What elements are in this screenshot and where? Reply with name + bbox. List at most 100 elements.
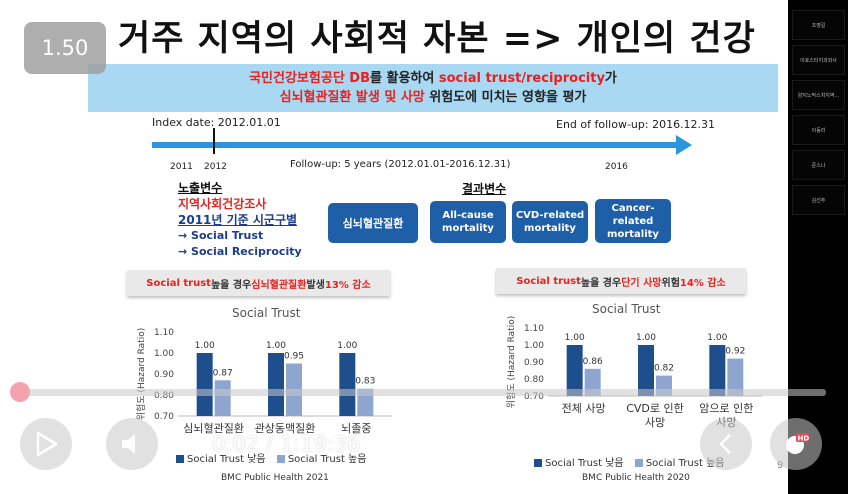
- play-button[interactable]: [20, 418, 72, 470]
- finding-left: Social trust 높을 경우 심뇌혈관질환 발생 13% 감소: [127, 270, 390, 296]
- y-tick-label: 0.70: [524, 392, 544, 402]
- y-tick-label: 0.90: [154, 370, 174, 380]
- exposure-title: 노출변수: [178, 181, 223, 195]
- previous-button[interactable]: [700, 418, 752, 470]
- chart-left-title: Social Trust: [232, 306, 301, 320]
- data-label: 1.00: [565, 333, 585, 343]
- data-label: 1.00: [636, 333, 656, 343]
- bar: [214, 380, 231, 416]
- y-tick-label: 0.70: [154, 412, 174, 422]
- bar: [638, 345, 654, 396]
- study-banner: 국민건강보험공단 DB를 활용하여 social trust/reciproci…: [88, 64, 778, 112]
- exposure-unit: 2011년 기준 시군구별: [178, 213, 298, 227]
- play-icon: [36, 431, 58, 457]
- presentation-slide: 거주 지역의 사회적 자본 => 개인의 건강 국민건강보험공단 DB를 활용하…: [0, 0, 788, 494]
- followup-label: Follow-up: 5 years (2012.01.01-2016.12.3…: [290, 159, 511, 170]
- data-label: 1.00: [707, 333, 727, 343]
- participant-tile[interactable]: 이호스터지과외사: [792, 45, 845, 75]
- y-tick-label: 1.00: [154, 349, 174, 359]
- data-label: 1.00: [266, 341, 286, 351]
- y-tick-label: 1.10: [154, 328, 174, 338]
- category-label: 관상동맥질환: [255, 422, 316, 435]
- index-date-tick: [213, 128, 215, 154]
- year-2011: 2011: [170, 162, 193, 172]
- category-label: 암으로 인한: [699, 402, 753, 415]
- legend-right: Social Trust 낮음 Social Trust 높음: [534, 454, 724, 469]
- exposure-item-reciprocity: → Social Reciprocity: [178, 245, 302, 258]
- legend-left: Social Trust 낮음 Social Trust 높음: [176, 450, 366, 465]
- participant-tile[interactable]: 조영길: [792, 10, 845, 40]
- volume-button[interactable]: [106, 418, 158, 470]
- category-label: 사망: [645, 416, 665, 429]
- time-display: 0:02 / 1:19:36: [212, 432, 361, 456]
- participant-tile[interactable]: 김선주: [792, 185, 845, 215]
- outcome-box-allcause: All-cause mortality: [430, 201, 506, 243]
- participant-tile[interactable]: 양지노막스치지역...: [792, 80, 845, 110]
- volume-icon: [122, 434, 135, 454]
- playback-speed-button[interactable]: 1.50: [24, 22, 106, 74]
- y-tick-label: 0.80: [524, 375, 544, 385]
- participant-tile[interactable]: 이동라: [792, 115, 845, 145]
- outcome-box-cvd: 심뇌혈관질환: [328, 203, 418, 243]
- bar: [268, 353, 284, 416]
- legend-swatch-low: [534, 459, 542, 467]
- bar: [196, 353, 213, 416]
- year-2016: 2016: [605, 162, 628, 172]
- finding-right: Social trust 높을 경우 단기 사망 위험 14% 감소: [496, 268, 746, 294]
- category-label: 전체 사망: [562, 402, 606, 415]
- y-tick-label: 1.10: [524, 324, 544, 334]
- slide-title: 거주 지역의 사회적 자본 => 개인의 건강: [118, 19, 756, 59]
- exposure-source: 지역사회건강조사: [178, 197, 267, 211]
- banner-line-2: 심뇌혈관질환 발생 및 사망 위험도에 미치는 영향을 평가: [279, 90, 587, 105]
- y-axis-label: 위험도 (Hazard Ratio): [136, 328, 147, 420]
- data-label: 0.87: [213, 368, 233, 378]
- y-tick-label: 0.90: [524, 358, 544, 368]
- citation-right: BMC Public Health 2020: [582, 473, 690, 483]
- end-followup-label: End of follow-up: 2016.12.31: [556, 118, 716, 131]
- progress-bar[interactable]: [14, 389, 826, 396]
- data-label: 0.95: [284, 352, 304, 362]
- data-label: 1.00: [195, 341, 215, 351]
- banner-line-1: 국민건강보험공단 DB를 활용하여 social trust/reciproci…: [249, 71, 617, 86]
- quality-button[interactable]: HD: [770, 418, 822, 470]
- hd-gear-icon: HD: [786, 433, 810, 454]
- legend-swatch-high: [276, 455, 285, 463]
- y-tick-label: 0.80: [154, 391, 174, 401]
- data-label: 0.86: [583, 357, 603, 367]
- y-axis-label: 위험도 (Hazard Ratio): [506, 316, 517, 408]
- bar: [727, 358, 744, 396]
- data-label: 0.83: [355, 377, 375, 387]
- data-label: 0.92: [725, 347, 745, 357]
- bar: [566, 345, 583, 396]
- index-date-label: Index date: 2012.01.01: [152, 116, 281, 129]
- outcome-title: 결과변수: [462, 182, 507, 196]
- y-tick-label: 1.00: [524, 341, 544, 351]
- category-label: CVD로 인한: [626, 402, 684, 415]
- data-label: 0.82: [654, 364, 674, 374]
- chevron-left-icon: [719, 434, 731, 454]
- year-2012: 2012: [204, 162, 227, 172]
- exposure-item-trust: → Social Trust: [178, 229, 264, 242]
- chart-left: 위험도 (Hazard Ratio) 1.10 1.00 0.90 0.80 0.70 1.…: [136, 328, 392, 435]
- legend-swatch-low: [176, 455, 184, 463]
- timeline-arrow: [152, 142, 676, 148]
- outcome-box-cancer-mortality: Cancer- related mortality: [595, 199, 671, 243]
- timeline-arrowhead: [676, 135, 692, 155]
- scrub-handle[interactable]: [10, 382, 30, 402]
- legend-swatch-high: [634, 459, 643, 467]
- category-label: 심뇌혈관질환: [183, 421, 244, 435]
- citation-left: BMC Public Health 2021: [221, 473, 329, 483]
- bar: [339, 353, 356, 416]
- exposure-block: 노출변수 지역사회건강조사 2011년 기준 시군구별 → Social Tru…: [178, 180, 302, 260]
- svg-text:HD: HD: [798, 435, 810, 443]
- bar: [709, 345, 726, 396]
- category-label: 뇌졸중: [341, 422, 371, 435]
- data-label: 1.00: [337, 341, 357, 351]
- page-number: 9: [777, 460, 784, 471]
- chart-right-title: Social Trust: [592, 302, 661, 316]
- outcome-box-cvd-mortality: CVD-related mortality: [512, 201, 588, 243]
- participant-panel: 조영길 이호스터지과외사 양지노막스치지역... 이동라 준스나 김선주: [788, 0, 848, 494]
- participant-tile[interactable]: 준스나: [792, 150, 845, 180]
- chart-right: 위험도 (Hazard Ratio) 1.10 1.00 0.90 0.80 0.70 1.…: [506, 316, 762, 429]
